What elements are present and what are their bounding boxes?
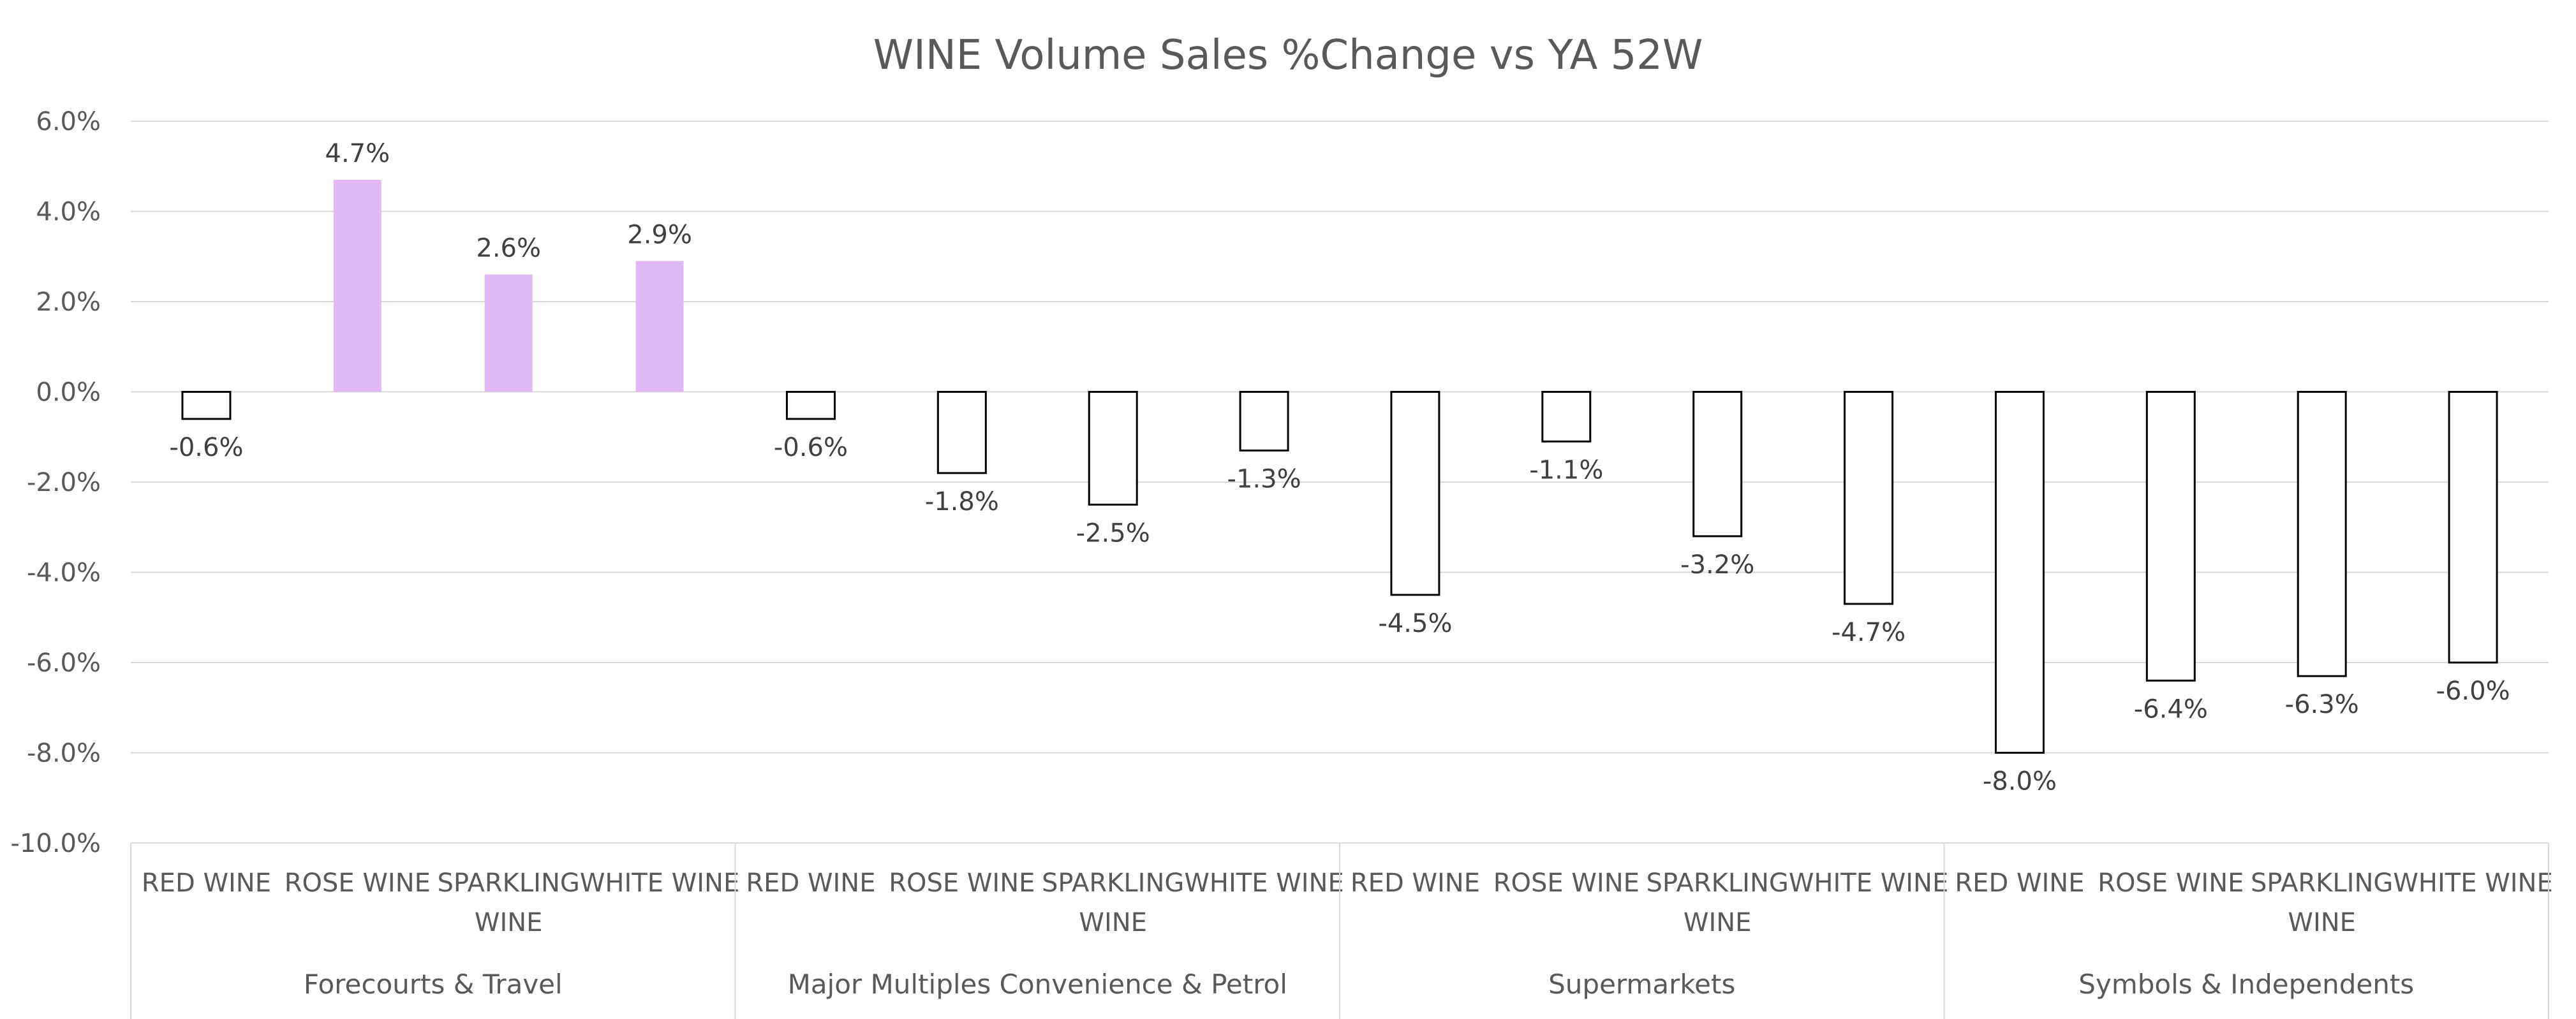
y-tick-label: -2.0% xyxy=(27,468,101,497)
x-group-label: Major Multiples Convenience & Petrol xyxy=(788,969,1287,1000)
bar xyxy=(1088,391,1138,506)
y-tick-label: 4.0% xyxy=(36,198,101,227)
x-category-label: ROSE WINE xyxy=(2098,869,2244,898)
x-group-label: Forecourts & Travel xyxy=(304,969,563,1000)
bar xyxy=(333,179,381,392)
bar xyxy=(785,391,836,420)
x-category-label: WINE xyxy=(475,908,543,937)
x-category-label: RED WINE xyxy=(1351,869,1480,898)
data-label: -6.3% xyxy=(2285,690,2359,719)
bar xyxy=(1994,391,2045,754)
x-category-label: SPARKLING xyxy=(1042,869,1184,898)
bar xyxy=(1844,391,1894,605)
data-label: -1.1% xyxy=(1529,455,1603,485)
data-label: -3.2% xyxy=(1680,550,1754,580)
x-category-label: WINE xyxy=(1684,908,1752,937)
x-group-label: Symbols & Independents xyxy=(2078,969,2414,1000)
bar xyxy=(2297,391,2347,677)
bar xyxy=(1239,391,1289,451)
y-tick-label: -4.0% xyxy=(27,559,101,588)
x-category-label: RED WINE xyxy=(746,869,875,898)
data-label: -4.5% xyxy=(1378,609,1452,638)
x-category-label: RED WINE xyxy=(1955,869,2084,898)
data-label: -0.6% xyxy=(774,433,848,462)
bar xyxy=(1541,391,1592,443)
data-label: 2.6% xyxy=(476,234,541,263)
x-category-label: WHITE WINE xyxy=(1789,869,1948,898)
x-category-label: ROSE WINE xyxy=(889,869,1035,898)
x-category-label: SPARKLING xyxy=(2251,869,2393,898)
data-label: -2.5% xyxy=(1076,518,1150,548)
y-tick-label: 6.0% xyxy=(36,107,101,136)
x-category-label: ROSE WINE xyxy=(285,869,431,898)
y-tick-label: -6.0% xyxy=(27,649,101,678)
x-category-label: WHITE WINE xyxy=(1184,869,1344,898)
bar xyxy=(936,391,987,474)
bar xyxy=(1390,391,1440,596)
bar xyxy=(635,261,684,392)
x-category-label: WHITE WINE xyxy=(2393,869,2552,898)
x-category-label: RED WINE xyxy=(142,869,271,898)
x-category-label: WINE xyxy=(1079,908,1147,937)
bar xyxy=(2145,391,2196,682)
y-tick-label: -10.0% xyxy=(10,829,101,858)
x-category-label: ROSE WINE xyxy=(1493,869,1640,898)
data-label: -4.7% xyxy=(1832,618,1906,647)
data-label: 2.9% xyxy=(627,220,692,249)
chart-title: WINE Volume Sales %Change vs YA 52W xyxy=(873,32,1703,79)
x-category-label: WINE xyxy=(2288,908,2356,937)
data-label: -8.0% xyxy=(1983,767,2057,796)
bar xyxy=(181,391,232,420)
data-label: -1.3% xyxy=(1227,464,1301,494)
data-label: -6.0% xyxy=(2436,677,2510,706)
x-group-label: Supermarkets xyxy=(1548,969,1735,1000)
bar xyxy=(1692,391,1743,538)
data-label: -6.4% xyxy=(2134,694,2208,724)
data-labels: -0.6% 4.7% 2.6% 2.9% -0.6% -1.8% -2.5% -1.3% -4.… xyxy=(169,139,2510,796)
bar xyxy=(484,274,533,392)
x-category-label: SPARKLING xyxy=(438,869,580,898)
y-tick-label: -8.0% xyxy=(27,739,101,768)
y-tick-label: 2.0% xyxy=(36,288,101,317)
bars xyxy=(181,179,2498,754)
x-category-label: WHITE WINE xyxy=(580,869,739,898)
y-axis: 6.0% 4.0% 2.0% 0.0% -2.0% -4.0% -6.0% -8.0% -10.… xyxy=(10,107,101,858)
data-label: -1.8% xyxy=(925,487,999,517)
data-label: -0.6% xyxy=(169,433,243,462)
data-label: 4.7% xyxy=(325,139,390,168)
bar xyxy=(2448,391,2498,664)
y-tick-label: 0.0% xyxy=(36,378,101,407)
x-category-label: SPARKLING xyxy=(1647,869,1789,898)
